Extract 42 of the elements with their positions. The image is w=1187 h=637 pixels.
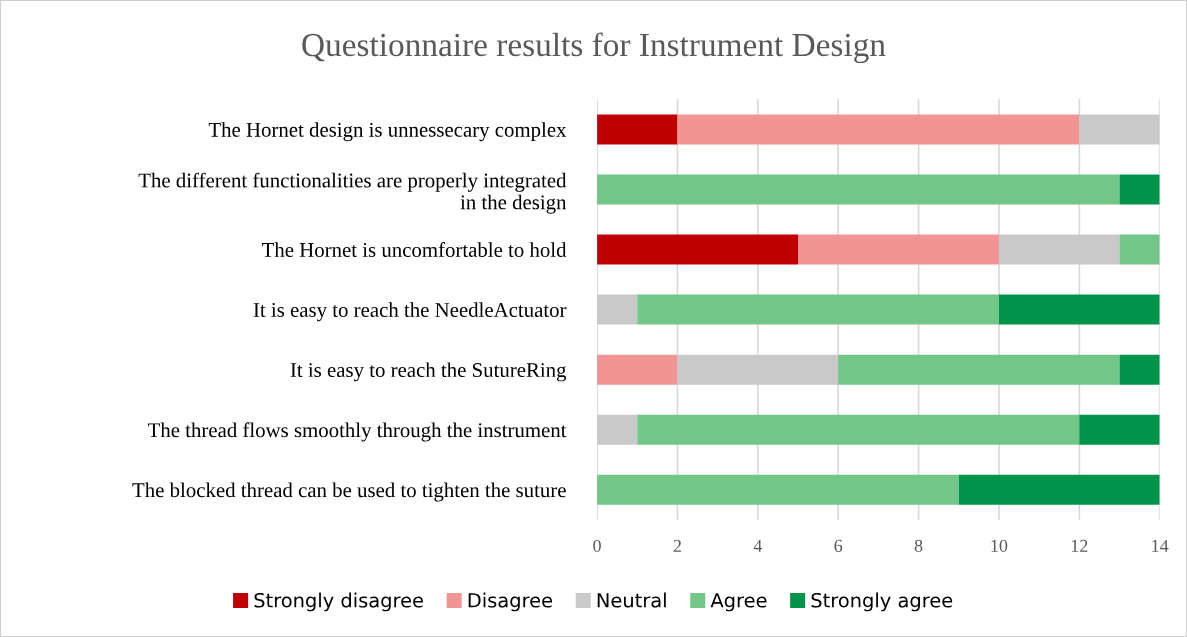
bar — [1079, 114, 1160, 145]
legend-label: Strongly disagree — [254, 592, 423, 612]
y-tick-label: It is easy to reach the SutureRing — [290, 362, 567, 382]
x-tick-label: 12 — [1071, 539, 1088, 552]
x-tick-label: 2 — [673, 539, 681, 552]
y-tick-label: The thread flows smoothly through the instrument — [147, 422, 567, 442]
bar — [597, 234, 798, 265]
bar — [597, 474, 959, 505]
x-tick-label: 0 — [593, 539, 601, 552]
bar — [958, 474, 1160, 505]
bar — [1119, 234, 1160, 265]
bar — [1119, 354, 1160, 385]
bar — [597, 294, 638, 325]
chart-title: Questionnaire results for Instrument Design — [302, 32, 886, 64]
bar — [677, 354, 839, 385]
bar — [838, 354, 1120, 385]
bar — [597, 354, 678, 385]
x-tick-label: 8 — [914, 539, 923, 552]
bar — [1119, 174, 1160, 205]
x-tick-label: 14 — [1152, 539, 1169, 552]
y-tick-label: It is easy to reach the NeedleActuator — [253, 302, 567, 322]
bar — [637, 294, 999, 325]
bar — [798, 234, 999, 265]
y-tick-label: The Hornet design is unnessecary complex — [208, 122, 567, 142]
legend-label: Neutral — [597, 592, 666, 608]
bar — [998, 234, 1120, 265]
bar — [998, 294, 1160, 325]
y-tick-label: The different functionalities are properly integrated in the design — [138, 172, 567, 214]
x-tick-label: 6 — [834, 539, 843, 552]
bar — [597, 414, 638, 445]
y-tick-label: The blocked thread can be used to tighten the suture — [132, 482, 566, 502]
bar — [597, 174, 1120, 205]
bar — [1079, 414, 1160, 445]
x-tick-label: 4 — [753, 539, 763, 552]
legend-label: Disagree — [468, 592, 553, 612]
bar — [597, 114, 678, 145]
bar — [637, 414, 1080, 445]
legend-label: Agree — [710, 593, 767, 612]
y-tick-label: The Hornet is uncomfortable to hold — [261, 242, 567, 257]
legend-label: Strongly agree — [811, 592, 953, 612]
x-tick-label: 10 — [991, 539, 1008, 552]
bar — [677, 114, 1080, 145]
